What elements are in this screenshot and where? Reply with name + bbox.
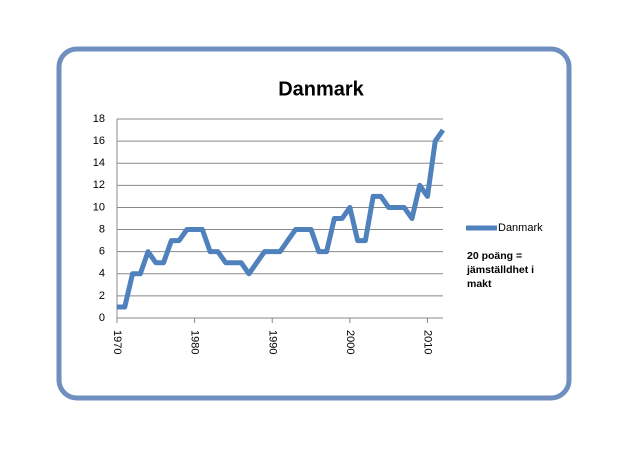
y-tick-label: 18 <box>93 113 105 125</box>
y-tick-label: 0 <box>99 312 105 324</box>
x-tick-label: 1970 <box>111 330 123 354</box>
y-tick-label: 6 <box>99 246 105 258</box>
legend-label: Danmark <box>498 222 543 234</box>
y-tick-label: 16 <box>93 135 105 147</box>
y-tick-label: 8 <box>99 223 105 235</box>
x-tick-label: 2000 <box>344 330 356 354</box>
annotation: makt <box>467 278 492 290</box>
data-line <box>117 128 446 310</box>
chart-title: Danmark <box>278 78 364 100</box>
y-tick-label: 14 <box>93 157 105 169</box>
y-tick-label: 2 <box>99 290 105 302</box>
annotation: jämställdhet i <box>466 264 534 276</box>
chart-frame <box>56 46 572 401</box>
annotation: 20 poäng = <box>467 250 522 262</box>
y-tick-label: 10 <box>93 201 105 213</box>
x-tick-label: 2010 <box>422 330 434 354</box>
y-tick-label: 4 <box>99 268 105 280</box>
y-tick-label: 12 <box>93 179 105 191</box>
x-tick-label: 1990 <box>266 330 278 354</box>
x-tick-label: 1980 <box>189 330 201 354</box>
